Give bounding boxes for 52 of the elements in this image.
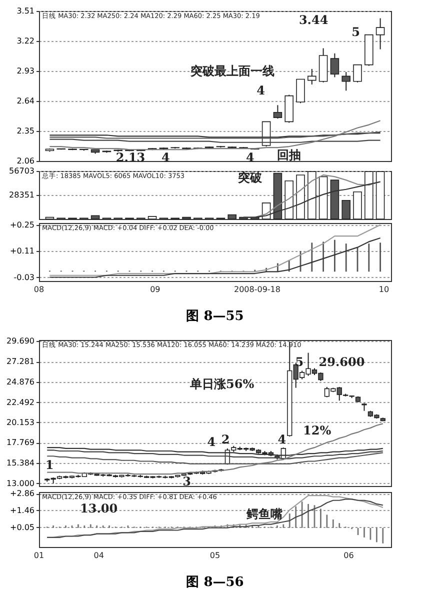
annotation: 1 — [45, 458, 54, 472]
annotation: 4 — [246, 150, 254, 164]
y-tick-label: +0.11 — [10, 246, 34, 256]
y-tick-label: +1.46 — [10, 506, 34, 515]
text: 10 — [378, 285, 390, 294]
annotation: 4 — [278, 432, 286, 446]
annotation: 单日涨56% — [188, 376, 255, 391]
annotation: 29.600 — [318, 354, 365, 369]
text: 图 8—56 — [186, 575, 244, 590]
y-tick-label: -0.03 — [14, 272, 34, 282]
annotation: 突破 — [237, 170, 264, 185]
annotation: 5 — [352, 25, 360, 39]
y-tick-label: 2.64 — [16, 96, 34, 106]
y-tick-label: 20.153 — [6, 418, 34, 427]
y-tick-label: +0.05 — [10, 522, 34, 532]
y-tick-label: 27.281 — [6, 357, 34, 366]
annotation: 3.44 — [298, 13, 328, 27]
annotation: 鳄鱼嘴 — [245, 507, 284, 521]
y-tick-label: 2.35 — [16, 126, 34, 136]
text: 06 — [344, 551, 354, 560]
y-tick-label: 15.384 — [6, 458, 34, 468]
text: 04 — [94, 551, 104, 560]
annotation: 4 — [256, 84, 265, 98]
y-tick-label: 3.51 — [16, 6, 34, 16]
y-tick-label: 13.000 — [6, 478, 34, 488]
y-tick-label: 17.769 — [6, 438, 34, 448]
annotation: 12% — [303, 424, 332, 438]
text: 08 — [34, 285, 44, 294]
y-tick-label: +2.86 — [10, 489, 34, 498]
annotation: 4 — [207, 435, 216, 450]
y-tick-label: 2.06 — [16, 156, 34, 166]
annotation: 2.13 — [116, 150, 146, 164]
text: 05 — [210, 551, 220, 560]
text: 图 8—55 — [186, 309, 244, 324]
annotation: 13.00 — [80, 502, 118, 516]
text: 01 — [34, 551, 44, 560]
annotation: 回抽 — [276, 148, 301, 162]
annotation: 突破最上面一线 — [190, 64, 275, 78]
annotation: 4 — [162, 150, 170, 164]
y-tick-label: 3.22 — [16, 36, 34, 46]
annotation: 5 — [295, 354, 304, 369]
y-tick-label: 22.492 — [6, 398, 34, 407]
y-tick-label: 2.93 — [16, 66, 34, 76]
annotation: 3 — [182, 474, 192, 489]
y-tick-label: 24.876 — [6, 378, 34, 387]
text: 2008-09-18 — [234, 285, 280, 294]
y-tick-label: 29.690 — [6, 336, 34, 346]
annotation: 2 — [221, 432, 230, 446]
text: 09 — [150, 285, 160, 294]
y-tick-label: 56703 — [9, 166, 34, 176]
y-tick-label: +0.25 — [10, 220, 34, 230]
y-tick-label: 28351 — [9, 190, 34, 200]
